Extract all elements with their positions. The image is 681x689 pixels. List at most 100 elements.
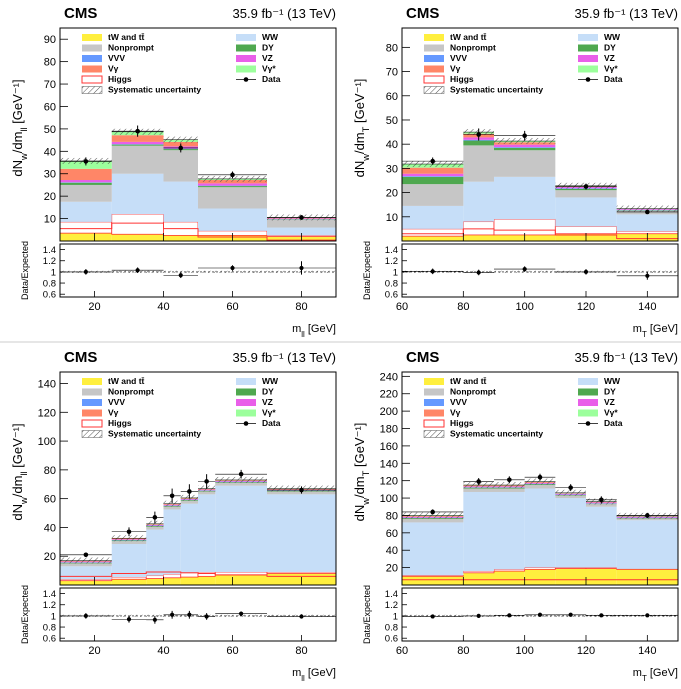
stack-bar-DY [494, 147, 556, 151]
data-point [599, 497, 604, 503]
ratio-point [187, 612, 192, 617]
legend-swatch [236, 378, 256, 385]
stack-bar-DY [60, 182, 112, 185]
y-tick-label: 30 [386, 163, 398, 175]
legend-swatch [585, 421, 591, 426]
stack-bar-WW [198, 494, 216, 573]
legend-label: WW [604, 376, 621, 386]
y-tick-label: 10 [386, 212, 398, 224]
y-tick-label: 20 [386, 563, 398, 575]
y-tick-label: 100 [380, 493, 398, 505]
legend-swatch [82, 399, 102, 406]
legend-swatch [424, 378, 444, 385]
stack-bar-WW [60, 201, 112, 222]
ratio-point [204, 614, 209, 619]
ratio-point [476, 270, 481, 275]
legend-label: Systematic uncertainty [108, 429, 201, 439]
stack-bar-tW [163, 235, 198, 241]
x-axis-label: mT [GeV] [633, 323, 678, 339]
y-tick-label: 140 [380, 458, 398, 470]
legend-swatch [82, 409, 102, 417]
stack-bar-WW [146, 529, 164, 576]
stack-bar-DY [111, 144, 164, 146]
legend-label: tW and tt̄ [108, 32, 145, 42]
legend-label: WW [262, 376, 279, 386]
ratio-frame [59, 243, 337, 298]
stack-bar-WW [267, 494, 336, 573]
stack-bar-Nonprompt [616, 518, 678, 521]
stack-bar-Higgs [111, 576, 147, 580]
legend-swatch [82, 65, 102, 73]
legend-label: Vγ [450, 64, 461, 74]
ratio-point [152, 617, 157, 622]
legend-swatch [236, 65, 256, 73]
y-tick-label: 200 [380, 406, 398, 418]
lumi-label: 35.9 fb⁻¹ (13 TeV) [233, 6, 336, 21]
stack-bar-Higgs [585, 567, 618, 569]
legend-label: Higgs [108, 418, 132, 428]
ratio-point [230, 265, 235, 271]
legend-swatch [424, 55, 444, 62]
ratio-point [507, 613, 512, 618]
legend-swatch [236, 44, 256, 52]
higgs-curve [60, 571, 336, 577]
ratio-y-tick-label: 0.6 [385, 290, 398, 301]
stack-bar-tW [402, 236, 464, 241]
lumi-label: 35.9 fb⁻¹ (13 TeV) [233, 350, 336, 365]
stack-bar-Nonprompt [586, 504, 617, 507]
data-point [169, 493, 175, 499]
stack-bar-tW [402, 576, 464, 585]
y-axis-label: dNw/dmT [GeV⁻¹] [352, 79, 371, 178]
y-tick-label: 50 [386, 115, 398, 127]
y-tick-label: 40 [44, 522, 56, 534]
legend-swatch [423, 86, 445, 94]
legend-swatch [585, 77, 591, 82]
stack-bar-tW [586, 568, 617, 585]
legend-swatch [424, 409, 444, 417]
stack-bar-Vgamma [60, 168, 112, 181]
y-tick-label: 120 [380, 476, 398, 488]
data-point [126, 529, 132, 535]
ratio-point [83, 613, 88, 618]
data-point [204, 479, 209, 484]
stack-bar-Nonprompt [402, 184, 464, 206]
x-axis-label: mll [GeV] [292, 323, 336, 339]
stack-bar-Nonprompt [111, 541, 147, 544]
stack-bar-tW [163, 577, 181, 585]
stack-bar-Higgs [266, 571, 337, 574]
ratio-y-tick-label: 1.4 [385, 245, 398, 256]
lumi-label: 35.9 fb⁻¹ (13 TeV) [575, 6, 678, 21]
stack-bar-WW [616, 214, 678, 232]
ratio-point [135, 268, 140, 273]
y-tick-label: 60 [386, 91, 398, 103]
ratio-y-axis-label: Data/Expected [20, 585, 30, 644]
legend-swatch [424, 44, 444, 52]
stack-bar-Higgs [59, 578, 113, 582]
data-point [583, 184, 589, 189]
y-tick-label: 80 [44, 57, 56, 69]
y-tick-label: 10 [44, 214, 56, 226]
y-axis-label: dNw/dmll [GeV⁻¹] [10, 423, 29, 520]
legend-label: Vγ [450, 408, 461, 418]
stack-bar-Higgs [524, 567, 556, 570]
legend-label: Nonprompt [108, 43, 154, 53]
y-tick-label: 160 [380, 441, 398, 453]
ratio-point [83, 269, 88, 274]
ratio-syst-band [163, 270, 198, 274]
stack-bar-WW [402, 205, 464, 229]
stack-bar-tW [180, 577, 198, 585]
legend-label: Systematic uncertainty [450, 85, 543, 95]
ratio-y-tick-label: 0.6 [385, 634, 398, 645]
stack-bar-Nonprompt [524, 485, 556, 489]
legend-label: tW and tt̄ [450, 376, 487, 386]
legend-swatch [578, 65, 598, 73]
x-tick-label: 60 [226, 645, 238, 657]
x-tick-label: 140 [638, 301, 656, 313]
legend-label: Vγ* [604, 408, 618, 418]
data-point [476, 132, 481, 137]
ratio-frame [401, 587, 679, 642]
stack-bar-WW [60, 566, 112, 580]
legend-label: Data [604, 74, 623, 84]
legend-swatch [236, 388, 256, 396]
y-tick-label: 80 [386, 510, 398, 522]
